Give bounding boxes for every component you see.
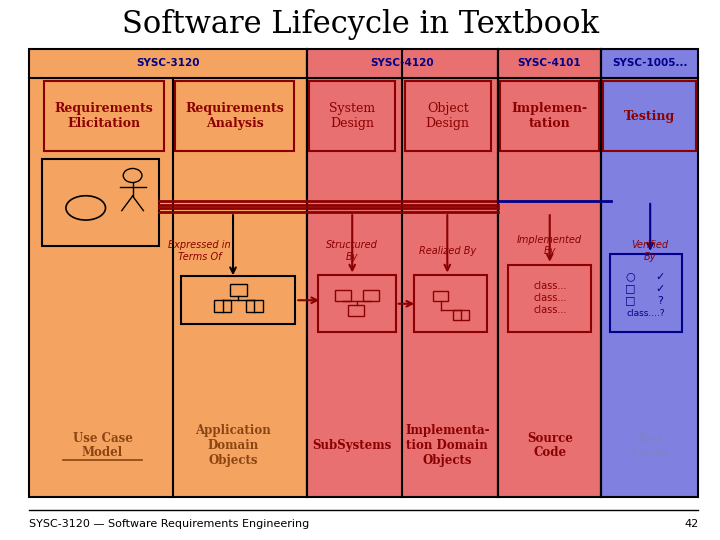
Text: ✓: ✓: [655, 272, 665, 282]
Text: Expressed in
Terms Of: Expressed in Terms Of: [168, 240, 231, 262]
FancyBboxPatch shape: [246, 300, 263, 312]
Text: □: □: [625, 295, 635, 306]
FancyBboxPatch shape: [45, 81, 164, 151]
Ellipse shape: [66, 195, 106, 220]
FancyBboxPatch shape: [610, 254, 682, 332]
Text: Requirements
Elicitation: Requirements Elicitation: [55, 102, 153, 130]
Text: Application
Domain
Objects: Application Domain Objects: [195, 424, 271, 467]
FancyBboxPatch shape: [348, 305, 364, 315]
FancyBboxPatch shape: [433, 292, 449, 301]
Text: Implemented
By: Implemented By: [517, 235, 582, 256]
Text: Software Lifecycle in Textbook: Software Lifecycle in Textbook: [122, 9, 598, 40]
Text: Implemen-
tation: Implemen- tation: [511, 102, 588, 130]
FancyBboxPatch shape: [214, 300, 231, 312]
FancyBboxPatch shape: [309, 81, 395, 151]
FancyBboxPatch shape: [405, 81, 490, 151]
FancyBboxPatch shape: [453, 310, 469, 320]
Text: SYSC-3120 — Software Requirements Engineering: SYSC-3120 — Software Requirements Engine…: [29, 519, 309, 529]
Text: Testing: Testing: [624, 110, 675, 123]
Text: Use Case
Model: Use Case Model: [73, 431, 132, 460]
FancyBboxPatch shape: [318, 275, 396, 332]
FancyBboxPatch shape: [175, 81, 294, 151]
FancyBboxPatch shape: [29, 49, 307, 497]
FancyBboxPatch shape: [181, 276, 295, 324]
Text: Requirements
Analysis: Requirements Analysis: [185, 102, 284, 130]
Text: Source
Code: Source Code: [527, 431, 572, 460]
Text: SYSC-4101: SYSC-4101: [518, 58, 581, 69]
Text: class...: class...: [533, 281, 567, 292]
FancyBboxPatch shape: [230, 284, 247, 296]
Text: SYSC-1005...: SYSC-1005...: [612, 58, 688, 69]
FancyBboxPatch shape: [336, 291, 351, 301]
Text: class....?: class....?: [626, 309, 665, 318]
Text: class...: class...: [533, 305, 567, 315]
FancyBboxPatch shape: [42, 159, 159, 246]
FancyBboxPatch shape: [601, 49, 698, 497]
FancyBboxPatch shape: [603, 81, 696, 151]
FancyBboxPatch shape: [363, 291, 379, 301]
Text: ○: ○: [625, 272, 635, 282]
Circle shape: [123, 168, 142, 183]
FancyBboxPatch shape: [500, 81, 599, 151]
Text: ?: ?: [657, 295, 663, 306]
Text: SubSystems: SubSystems: [312, 439, 392, 452]
Text: SYSC-4120: SYSC-4120: [370, 58, 434, 69]
Text: Object
Design: Object Design: [426, 102, 469, 130]
Text: Implementa-
tion Domain
Objects: Implementa- tion Domain Objects: [405, 424, 490, 467]
FancyBboxPatch shape: [498, 49, 601, 497]
Text: ✓: ✓: [655, 284, 665, 294]
Text: Structured
By: Structured By: [326, 240, 378, 262]
Text: Verified
By: Verified By: [631, 240, 669, 262]
Text: Test
Cases: Test Cases: [631, 431, 669, 460]
Text: □: □: [625, 284, 635, 294]
FancyBboxPatch shape: [414, 275, 487, 332]
Text: 42: 42: [684, 519, 698, 529]
FancyBboxPatch shape: [508, 265, 591, 332]
FancyBboxPatch shape: [307, 49, 498, 497]
Text: System
Design: System Design: [329, 102, 375, 130]
Text: SYSC-3120: SYSC-3120: [136, 58, 199, 69]
Text: class...: class...: [533, 293, 567, 303]
Text: Realized By: Realized By: [418, 246, 476, 256]
